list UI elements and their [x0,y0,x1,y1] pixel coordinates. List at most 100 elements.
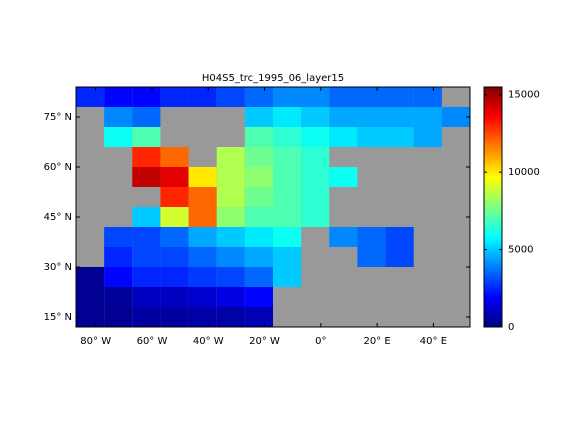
field-cell [188,207,217,227]
field-cell [132,147,161,167]
field-cell [385,247,414,267]
field-cell [329,227,358,247]
field-cell [273,247,302,267]
field-cell [132,307,161,327]
field-cell [76,267,105,287]
field-cell [301,127,330,147]
colorbar [483,86,503,328]
field-cell [132,227,161,247]
field-cell [160,227,189,247]
field-cell [385,87,414,107]
field-cell [357,107,386,127]
field-cell [273,107,302,127]
colorbar-tick-label: 15000 [508,90,540,101]
chart-title: H04S5_trc_1995_06_layer15 [202,73,344,84]
field-cell [244,87,273,107]
field-cell [216,267,245,287]
field-cell [329,87,358,107]
field-cell [76,87,105,107]
x-tick-label: 40° E [420,336,447,347]
field-cell [244,187,273,207]
field-cell [160,147,189,167]
field-cell [160,167,189,187]
field-cell [244,167,273,187]
field-cell [76,307,105,327]
field-cell [244,267,273,287]
field-cell [216,207,245,227]
field-cell [188,187,217,207]
field-cell [160,307,189,327]
field-cell [160,267,189,287]
field-cell [273,147,302,167]
field-cell [301,147,330,167]
field-cell [216,147,245,167]
field-cell [104,287,133,307]
field-cell [216,307,245,327]
colorbar-tick-label: 0 [508,322,514,333]
field-cell [104,87,133,107]
x-tick-label: 20° W [249,336,280,347]
field-cell [273,87,302,107]
field-cell [132,127,161,147]
field-cell [244,147,273,167]
field-cell [104,227,133,247]
field-cell [244,127,273,147]
field-cell [104,127,133,147]
field-cell [301,107,330,127]
field-cell [188,247,217,267]
field-cell [273,127,302,147]
y-tick-label: 75° N [44,112,72,123]
field-cell [160,187,189,207]
field-cell [357,247,386,267]
field-cell [132,267,161,287]
field-cell [76,287,105,307]
field-cell [132,247,161,267]
field-cell [132,107,161,127]
field-cell [357,227,386,247]
field-cell [216,287,245,307]
field-cell [244,307,273,327]
field-cell [132,87,161,107]
field-cell [273,267,302,287]
field-cell [104,247,133,267]
field-cell [273,187,302,207]
field-cell [244,247,273,267]
field-cell [329,107,358,127]
field-cell [413,127,442,147]
field-cell [244,227,273,247]
field-cell [385,107,414,127]
field-cell [160,87,189,107]
field-cell [301,187,330,207]
x-tick-label: 0° [315,336,326,347]
field-cell [160,287,189,307]
field-cell [104,307,133,327]
field-cell [244,207,273,227]
colorbar-tick-label: 5000 [508,245,533,256]
y-tick-label: 15° N [44,312,72,323]
field-cell [357,127,386,147]
y-tick-label: 30° N [44,262,72,273]
x-tick-label: 60° W [137,336,168,347]
field-cell [188,287,217,307]
field-cell [216,247,245,267]
colorbar-tick-label: 10000 [508,167,540,178]
field-cell [357,87,386,107]
field-cell [132,287,161,307]
field-cell [273,227,302,247]
field-cell [160,207,189,227]
field-cell [244,287,273,307]
field-cell [273,167,302,187]
field-cell [413,87,442,107]
field-cell [329,167,358,187]
field-cell [216,167,245,187]
field-cell [104,107,133,127]
y-tick-label: 45° N [44,212,72,223]
axes-box [75,86,471,328]
field-cell [216,227,245,247]
field-cell [385,227,414,247]
field-cell [301,207,330,227]
field-cell [329,127,358,147]
field-cell [188,227,217,247]
x-tick-label: 80° W [80,336,111,347]
field-cell [188,267,217,287]
